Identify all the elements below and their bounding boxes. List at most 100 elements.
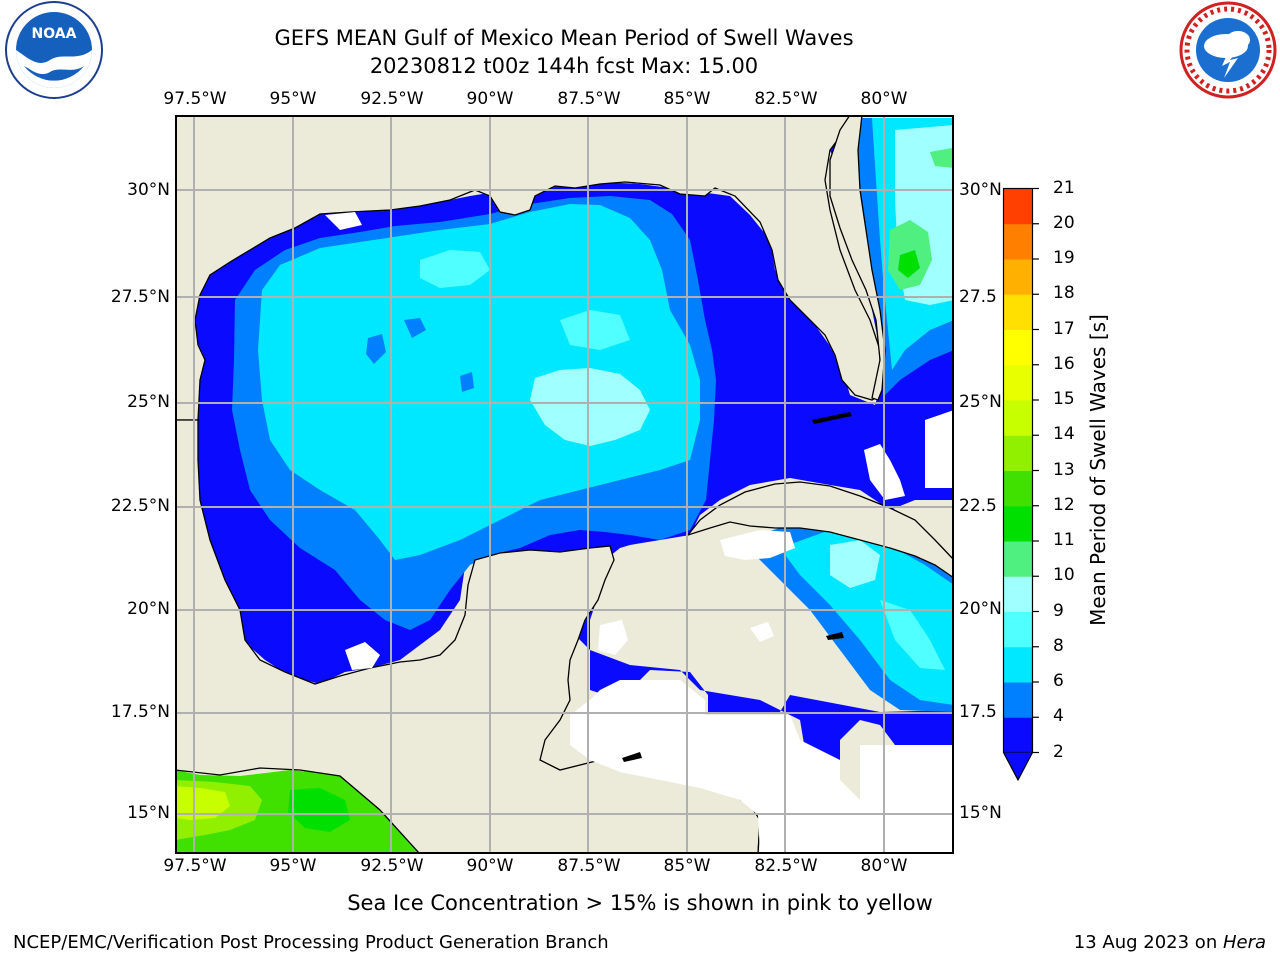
colorbar-segment	[1003, 576, 1033, 612]
colorbar-segment	[1003, 470, 1033, 507]
footer-date: 13 Aug 2023 on Hera	[1074, 932, 1266, 953]
footer-host: Hera	[1222, 932, 1266, 953]
colorbar-segment	[1003, 223, 1033, 260]
colorbar-segment	[1003, 329, 1033, 366]
colorbar-tick-label: 6	[1053, 671, 1064, 691]
colorbar-segment	[1003, 400, 1033, 436]
lat-label-right: 17.5	[959, 702, 997, 722]
colorbar-segments	[1003, 188, 1033, 753]
lon-label-bottom: 90°W	[466, 856, 514, 876]
no-data-area	[750, 622, 774, 642]
colorbar-segment	[1003, 541, 1033, 577]
colorbar-segment	[1003, 717, 1033, 753]
lat-label-right: 30°N	[959, 180, 1002, 200]
colorbar-segment	[1003, 188, 1033, 225]
lat-label-right: 15°N	[959, 803, 1002, 823]
gulf-band-8-9s	[560, 310, 630, 350]
lat-label-right: 22.5	[959, 496, 997, 516]
lon-label-bottom: 80°W	[860, 856, 908, 876]
caribbean-band-8-9s	[830, 540, 880, 588]
lat-label-right: 27.5	[959, 287, 997, 307]
colorbar-tick-label: 19	[1053, 248, 1075, 268]
no-data-area	[860, 745, 954, 854]
no-data-area	[598, 620, 628, 655]
lat-label-right: 25°N	[959, 392, 1002, 412]
no-data-area	[345, 642, 380, 670]
island	[812, 412, 852, 424]
footer-date-text: 13 Aug 2023 on	[1073, 932, 1223, 953]
caribbean-band-8-9s	[880, 600, 945, 670]
colorbar-segment	[1003, 646, 1033, 683]
gulf-band-2-4s	[460, 372, 474, 392]
lat-label-left: 25°N	[127, 392, 170, 412]
colorbar-ticks	[1032, 187, 1039, 754]
colorbar-tick-label: 13	[1053, 459, 1075, 480]
land-florida	[829, 115, 886, 401]
lat-label-left: 20°N	[127, 599, 170, 619]
lat-label-left: 27.5°N	[110, 287, 170, 307]
no-data-area	[570, 680, 860, 854]
island	[826, 632, 844, 640]
lon-label-top: 95°W	[269, 89, 317, 109]
lat-label-left: 30°N	[127, 180, 170, 200]
lon-label-top: 87.5°W	[557, 89, 621, 109]
footer-org: NCEP/EMC/Verification Post Processing Pr…	[13, 932, 609, 953]
lat-label-left: 15°N	[127, 803, 170, 823]
map-frame	[175, 115, 954, 854]
colorbar-tick-label: 18	[1053, 283, 1075, 304]
gulf-band-2-4s	[366, 334, 386, 364]
sea-ice-note: Sea Ice Concentration > 15% is shown in …	[347, 891, 933, 915]
gulf-band-8-9s	[420, 250, 490, 288]
lon-label-top: 90°W	[466, 89, 514, 109]
lat-label-right: 20°N	[959, 599, 1002, 619]
lon-label-bottom: 97.5°W	[163, 856, 227, 876]
nws-logo	[1179, 1, 1277, 99]
atlantic-band-10-11s	[898, 250, 920, 278]
colorbar-tick-label: 14	[1053, 424, 1075, 445]
lon-label-bottom: 85°W	[663, 856, 711, 876]
colorbar-segment	[1003, 294, 1033, 330]
atlantic-band-9-10s	[930, 148, 954, 168]
colorbar-tick-label: 8	[1053, 635, 1064, 656]
lat-label-left: 22.5°N	[110, 496, 170, 516]
noaa-logo-text: NOAA	[32, 26, 77, 42]
graticule	[175, 115, 954, 854]
colorbar-segment	[1003, 611, 1033, 648]
chart-title: GEFS MEAN Gulf of Mexico Mean Period of …	[274, 26, 854, 50]
colorbar-segment	[1003, 435, 1033, 471]
pacific-band-13-14s	[175, 786, 230, 820]
colorbar-segment	[1003, 259, 1033, 295]
colorbar-segment	[1003, 682, 1033, 718]
colorbar-tick-label: 9	[1053, 600, 1064, 621]
colorbar-tick-label: 10	[1053, 565, 1075, 586]
colorbar-segment	[1003, 364, 1033, 401]
pacific-band-11-12s	[288, 788, 350, 832]
lon-label-top: 82.5°W	[754, 89, 818, 109]
colorbar-tick-label: 21	[1053, 177, 1075, 198]
lon-label-top: 80°W	[860, 89, 908, 109]
no-data-area	[720, 530, 795, 560]
lon-label-bottom: 87.5°W	[557, 856, 621, 876]
colorbar-tick-label: 11	[1053, 530, 1075, 550]
lon-label-top: 97.5°W	[163, 89, 227, 109]
colorbar	[1002, 187, 1039, 782]
island	[622, 752, 642, 762]
colorbar-tick-label: 4	[1053, 706, 1064, 727]
colorbar-tick-label: 17	[1053, 318, 1075, 339]
colorbar-segment	[1003, 505, 1033, 542]
colorbar-tick-label: 20	[1053, 212, 1075, 233]
lon-label-top: 85°W	[663, 89, 711, 109]
lon-label-top: 92.5°W	[360, 89, 424, 109]
noaa-logo: NOAA	[5, 1, 103, 99]
no-data-area	[925, 410, 954, 488]
colorbar-extend-arrow	[1002, 752, 1034, 782]
colorbar-tick-label: 15	[1053, 389, 1075, 409]
colorbar-tick-label: 2	[1053, 741, 1064, 762]
lon-label-bottom: 95°W	[269, 856, 317, 876]
colorbar-label: Mean Period of Swell Waves [s]	[1086, 314, 1110, 626]
lat-label-left: 17.5°N	[110, 702, 170, 722]
lon-label-bottom: 92.5°W	[360, 856, 424, 876]
gulf-band-8-9s	[530, 368, 650, 446]
colorbar-tick-label: 12	[1053, 494, 1075, 515]
caribbean-band-6-8s	[780, 530, 954, 705]
